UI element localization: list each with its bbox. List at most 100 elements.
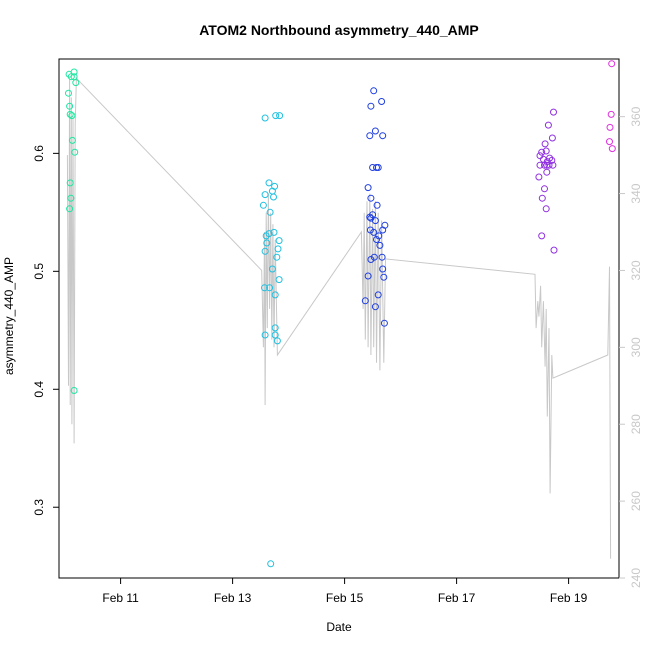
data-point-s1-13 [263, 239, 271, 247]
data-point-s3-22 [541, 140, 549, 148]
data-point-s3-0 [538, 148, 546, 156]
y-tick-label-1: 0.4 [32, 381, 46, 398]
data-point-s0-7 [66, 110, 74, 118]
data-point-s3-20 [550, 246, 558, 254]
data-point-s1-17 [273, 253, 281, 261]
y-tick-label-3: 0.6 [32, 145, 46, 162]
data-point-s2-4 [366, 132, 374, 140]
data-point-s1-1 [272, 112, 280, 120]
x-tick-label-4: Feb 19 [550, 591, 588, 605]
data-point-s1-19 [261, 284, 268, 292]
data-point-s2-26 [379, 265, 387, 273]
y2-tick-label-1: 260 [629, 491, 643, 511]
data-point-s2-3 [371, 127, 379, 135]
data-point-s3-10 [541, 161, 548, 169]
data-point-s1-2 [276, 112, 284, 120]
data-point-s2-21 [373, 236, 380, 243]
data-point-s0-11 [66, 179, 74, 187]
data-point-s2-27 [364, 272, 372, 280]
data-point-s2-1 [378, 98, 386, 105]
x-tick-label-3: Feb 17 [438, 591, 476, 605]
data-point-s3-17 [538, 194, 546, 202]
data-point-s1-0 [261, 114, 269, 122]
data-point-s0-2 [70, 68, 78, 76]
data-point-s0-14 [70, 387, 78, 394]
data-point-s3-19 [538, 232, 546, 240]
data-point-s1-22 [271, 291, 279, 299]
data-point-s4-1 [607, 110, 615, 118]
points-layer [65, 60, 616, 568]
x-tick-label-2: Feb 15 [326, 591, 364, 605]
data-point-s2-24 [367, 256, 375, 263]
data-point-s2-32 [380, 319, 388, 327]
data-point-s3-18 [542, 205, 550, 213]
data-point-s4-0 [608, 60, 616, 68]
data-point-s1-23 [271, 324, 279, 332]
y-tick-label-2: 0.5 [32, 263, 46, 280]
x-tick-label-1: Feb 13 [214, 591, 252, 605]
data-point-s2-31 [371, 303, 379, 311]
data-point-s1-6 [270, 193, 277, 201]
plot-frame [58, 58, 620, 579]
data-point-s2-9 [364, 184, 372, 192]
data-point-s0-10 [71, 148, 79, 156]
data-point-s2-19 [379, 226, 387, 234]
data-point-s1-16 [261, 247, 269, 255]
data-point-s2-18 [370, 228, 378, 236]
data-point-s2-15 [371, 217, 379, 225]
data-point-s3-13 [549, 161, 557, 169]
secondary-series-line [66, 76, 612, 559]
data-point-s0-5 [65, 89, 72, 97]
data-point-s0-12 [67, 194, 75, 202]
data-point-s1-26 [273, 337, 281, 345]
data-point-s0-8 [68, 112, 76, 120]
data-point-s1-24 [261, 331, 269, 339]
data-point-s0-6 [66, 102, 74, 110]
data-point-s3-9 [536, 161, 544, 169]
data-point-s1-9 [266, 208, 274, 216]
data-point-s2-0 [370, 87, 378, 95]
data-point-s3-8 [546, 154, 554, 162]
data-point-s1-3 [265, 179, 273, 187]
data-point-s3-3 [544, 121, 552, 129]
data-point-s1-12 [262, 232, 270, 240]
data-point-s4-4 [608, 145, 616, 153]
data-point-s2-28 [380, 273, 388, 281]
y2-tick-label-4: 320 [629, 260, 643, 280]
x-tick-label-0: Feb 11 [102, 591, 139, 605]
x-axis: Feb 11 Feb 13 Feb 15 Feb 17 Feb 19 [102, 578, 588, 605]
data-point-s1-15 [274, 245, 282, 253]
y2-tick-label-5: 340 [629, 183, 643, 203]
y-axis-right: 240 260 280 300 320 340 360 [619, 106, 643, 588]
data-point-s3-11 [545, 161, 553, 169]
data-point-s3-21 [548, 134, 556, 142]
data-point-s1-27 [267, 560, 275, 568]
data-point-s1-8 [259, 201, 267, 209]
data-point-s2-2 [367, 102, 375, 110]
data-point-s1-21 [275, 276, 283, 284]
y2-tick-label-0: 240 [629, 568, 643, 588]
data-point-s2-10 [367, 194, 375, 202]
data-point-s2-29 [374, 291, 382, 299]
data-point-s3-15 [543, 168, 551, 176]
data-point-s2-13 [366, 213, 374, 221]
y2-tick-label-6: 360 [629, 106, 643, 126]
data-point-s3-4 [536, 152, 544, 160]
data-point-s0-4 [70, 73, 78, 81]
data-point-s3-16 [541, 185, 548, 193]
data-point-s1-7 [261, 191, 269, 199]
data-point-s2-25 [378, 253, 386, 261]
y-tick-label-0: 0.3 [32, 499, 46, 516]
chart-title: ATOM2 Northbound asymmetry_440_AMP [199, 22, 479, 38]
data-point-s3-1 [542, 147, 550, 155]
data-point-s3-14 [535, 173, 543, 181]
data-point-s2-11 [373, 201, 381, 209]
data-point-s0-9 [68, 136, 76, 144]
y-axis-left: 0.3 0.4 0.5 0.6 [32, 145, 59, 516]
data-point-s2-8 [374, 164, 382, 171]
data-point-s4-3 [606, 138, 613, 146]
x-axis-label: Date [326, 620, 352, 634]
data-point-s2-30 [361, 297, 369, 305]
data-point-s1-25 [271, 331, 279, 339]
